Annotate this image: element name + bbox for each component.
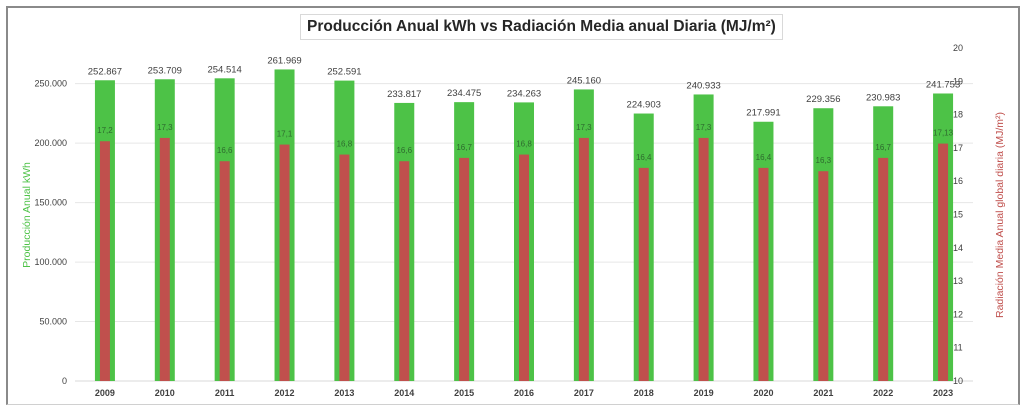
data-label-radiation: 16,6 <box>396 146 412 155</box>
data-label-production: 234.475 <box>447 88 481 99</box>
y-tick-label-left: 0 <box>62 376 67 386</box>
data-label-radiation: 17,3 <box>157 123 173 132</box>
y-axis-label-left: Producción Anual kWh <box>21 162 33 268</box>
data-label-radiation: 16,3 <box>816 156 832 165</box>
data-label-radiation: 16,7 <box>456 143 472 152</box>
x-tick-label: 2013 <box>334 388 354 398</box>
y-tick-label-left: 100.000 <box>34 257 67 267</box>
x-tick-label: 2021 <box>813 388 833 398</box>
data-label-production: 230.983 <box>866 92 900 103</box>
y-tick-label-right: 12 <box>953 309 963 319</box>
y-tick-label-right: 10 <box>953 376 963 386</box>
data-label-production: 240.933 <box>686 80 720 91</box>
data-label-radiation: 17,3 <box>696 123 712 132</box>
x-tick-label: 2018 <box>634 388 654 398</box>
bar-radiation <box>818 171 829 381</box>
bar-radiation <box>938 143 949 381</box>
bar-radiation <box>219 161 230 381</box>
y-tick-label-left: 250.000 <box>34 79 67 89</box>
data-label-radiation: 16,8 <box>337 140 353 149</box>
y-tick-label-right: 17 <box>953 143 963 153</box>
bar-radiation <box>399 161 410 381</box>
bar-radiation <box>578 137 589 381</box>
x-tick-label: 2009 <box>95 388 115 398</box>
bars <box>94 69 954 382</box>
x-axis-ticks: 2009 2010 2011 2012 2013 2014 2015 2016 2017 2018… <box>95 388 953 398</box>
bar-radiation <box>698 137 709 381</box>
data-label-radiation: 16,4 <box>636 153 652 162</box>
data-label-production: 229.356 <box>806 94 840 105</box>
x-tick-label: 2015 <box>454 388 474 398</box>
data-label-radiation: 16,4 <box>756 153 772 162</box>
bar-radiation <box>99 141 110 381</box>
data-label-radiation: 17,1 <box>277 130 293 139</box>
bar-radiation <box>638 167 649 381</box>
data-label-production: 253.709 <box>148 65 182 76</box>
bar-radiation <box>758 167 769 381</box>
data-label-production: 233.817 <box>387 89 421 100</box>
y-tick-label-right: 13 <box>953 276 963 286</box>
x-tick-label: 2022 <box>873 388 893 398</box>
chart-frame <box>6 6 1020 405</box>
data-label-production: 252.591 <box>327 67 361 78</box>
data-label-radiation: 17,3 <box>576 123 592 132</box>
bar-radiation <box>279 144 290 381</box>
data-label-production: 234.263 <box>507 88 541 99</box>
y-tick-label-right: 11 <box>953 343 962 353</box>
x-tick-label: 2019 <box>694 388 714 398</box>
y-tick-label-right: 18 <box>953 110 963 120</box>
y-tick-label-right: 15 <box>953 210 963 220</box>
data-label-radiation: 16,8 <box>516 140 532 149</box>
bar-radiation <box>878 157 889 381</box>
right-axis-ticks: 10 11 12 13 14 15 16 17 18 19 20 <box>953 43 963 386</box>
data-labels: 252.867 17,2 253.709 17,3 254.514 16,6 261.969… <box>88 55 960 165</box>
data-label-radiation: 16,7 <box>875 143 891 152</box>
x-tick-label: 2017 <box>574 388 594 398</box>
x-tick-label: 2012 <box>275 388 295 398</box>
data-label-production: 254.514 <box>207 64 241 75</box>
x-tick-label: 2020 <box>753 388 773 398</box>
data-label-radiation: 17,2 <box>97 126 113 135</box>
y-tick-label-right: 16 <box>953 176 963 186</box>
chart-title: Producción Anual kWh vs Radiación Media … <box>300 14 783 40</box>
x-tick-label: 2016 <box>514 388 534 398</box>
y-tick-label-left: 50.000 <box>39 317 67 327</box>
y-axis-label-right: Radiación Media Anual global diaria (MJ/… <box>994 112 1006 318</box>
data-label-production: 241.753 <box>926 79 960 90</box>
bar-radiation <box>519 154 529 381</box>
left-axis-ticks: 0 50.000 100.000 150.000 200.000 250.000 <box>34 79 67 386</box>
bar-radiation <box>459 157 470 381</box>
y-tick-label-left: 150.000 <box>34 198 67 208</box>
y-tick-label-right: 19 <box>953 76 963 86</box>
data-label-production: 252.867 <box>88 66 122 77</box>
x-tick-label: 2010 <box>155 388 175 398</box>
y-tick-label-right: 14 <box>953 243 963 253</box>
data-label-radiation: 17,13 <box>933 129 954 138</box>
data-label-production: 261.969 <box>267 55 301 66</box>
data-label-radiation: 16,6 <box>217 146 233 155</box>
x-tick-label: 2023 <box>933 388 953 398</box>
y-tick-label-left: 200.000 <box>34 138 67 148</box>
bar-radiation <box>339 154 350 381</box>
data-label-production: 224.903 <box>627 100 661 111</box>
bar-radiation <box>159 137 170 381</box>
y-tick-label-right: 20 <box>953 43 963 53</box>
data-label-production: 245.160 <box>567 75 601 86</box>
x-tick-label: 2011 <box>215 388 235 398</box>
data-label-production: 217.991 <box>746 108 780 119</box>
x-tick-label: 2014 <box>394 388 414 398</box>
